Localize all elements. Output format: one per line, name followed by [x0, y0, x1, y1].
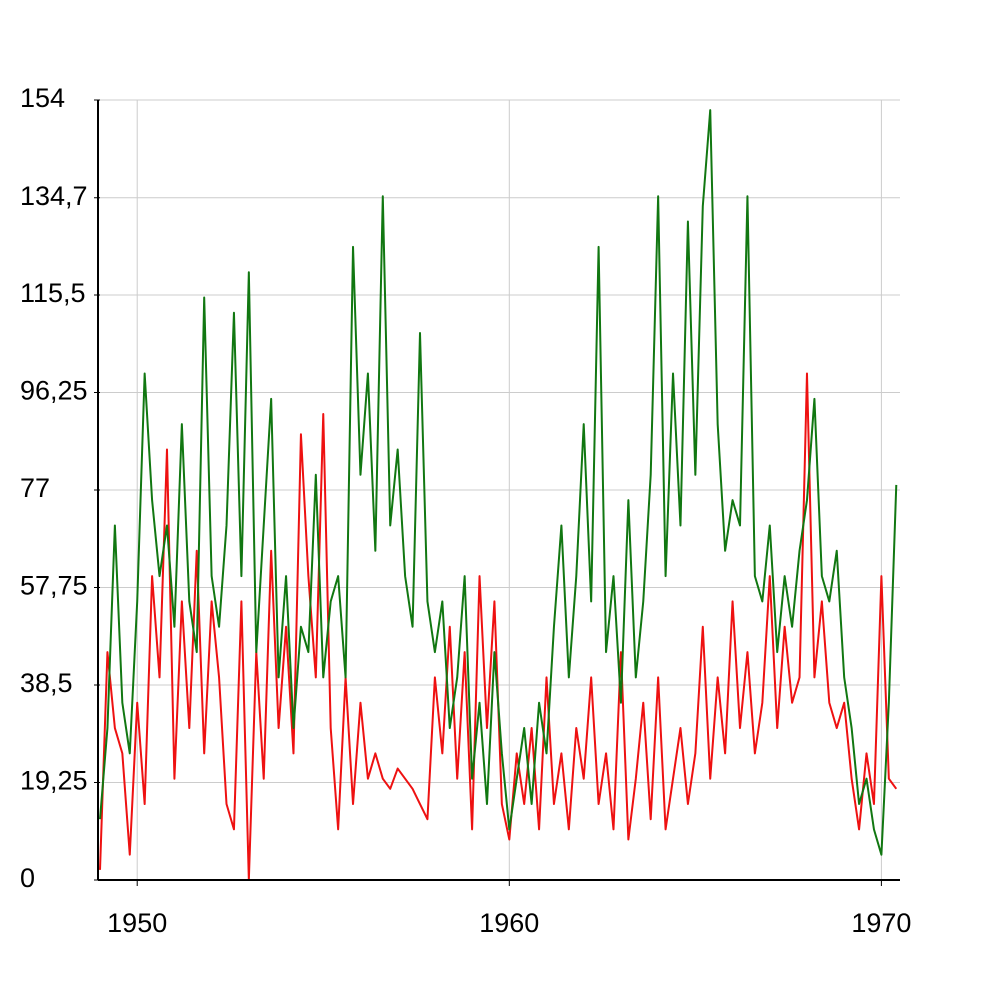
y-tick-label: 57,75 [20, 571, 88, 601]
y-tick-label: 77 [20, 473, 50, 503]
y-tick-label: 19,25 [20, 766, 88, 796]
x-tick-label: 1950 [107, 908, 167, 938]
y-tick-label: 115,5 [20, 278, 86, 308]
y-tick-label: 38,5 [20, 668, 73, 698]
y-tick-label: 154 [20, 83, 65, 113]
y-tick-label: 134,7 [20, 181, 88, 211]
y-tick-label: 0 [20, 863, 35, 893]
series-line [99, 109, 898, 856]
x-tick-label: 1970 [851, 908, 911, 938]
x-tick-label: 1960 [479, 908, 539, 938]
y-tick-label: 96,25 [20, 376, 88, 406]
